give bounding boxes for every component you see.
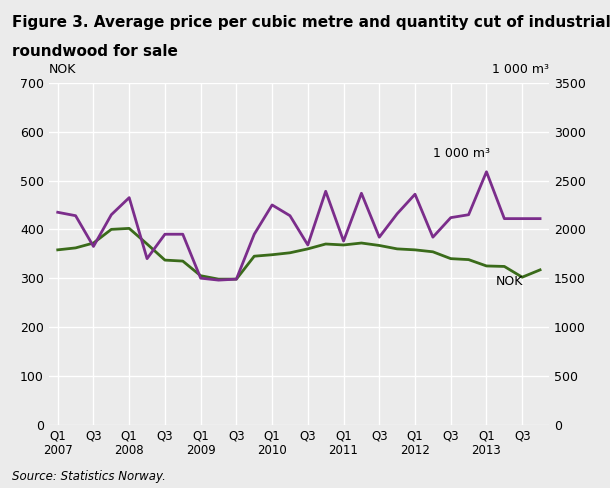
- Text: NOK: NOK: [495, 275, 523, 287]
- Text: NOK: NOK: [49, 63, 76, 76]
- Text: Source: Statistics Norway.: Source: Statistics Norway.: [12, 470, 166, 483]
- Text: roundwood for sale: roundwood for sale: [12, 44, 178, 59]
- Text: Figure 3. Average price per cubic metre and quantity cut of industrial: Figure 3. Average price per cubic metre …: [12, 15, 610, 30]
- Text: 1 000 m³: 1 000 m³: [492, 63, 549, 76]
- Text: 1 000 m³: 1 000 m³: [433, 147, 490, 160]
